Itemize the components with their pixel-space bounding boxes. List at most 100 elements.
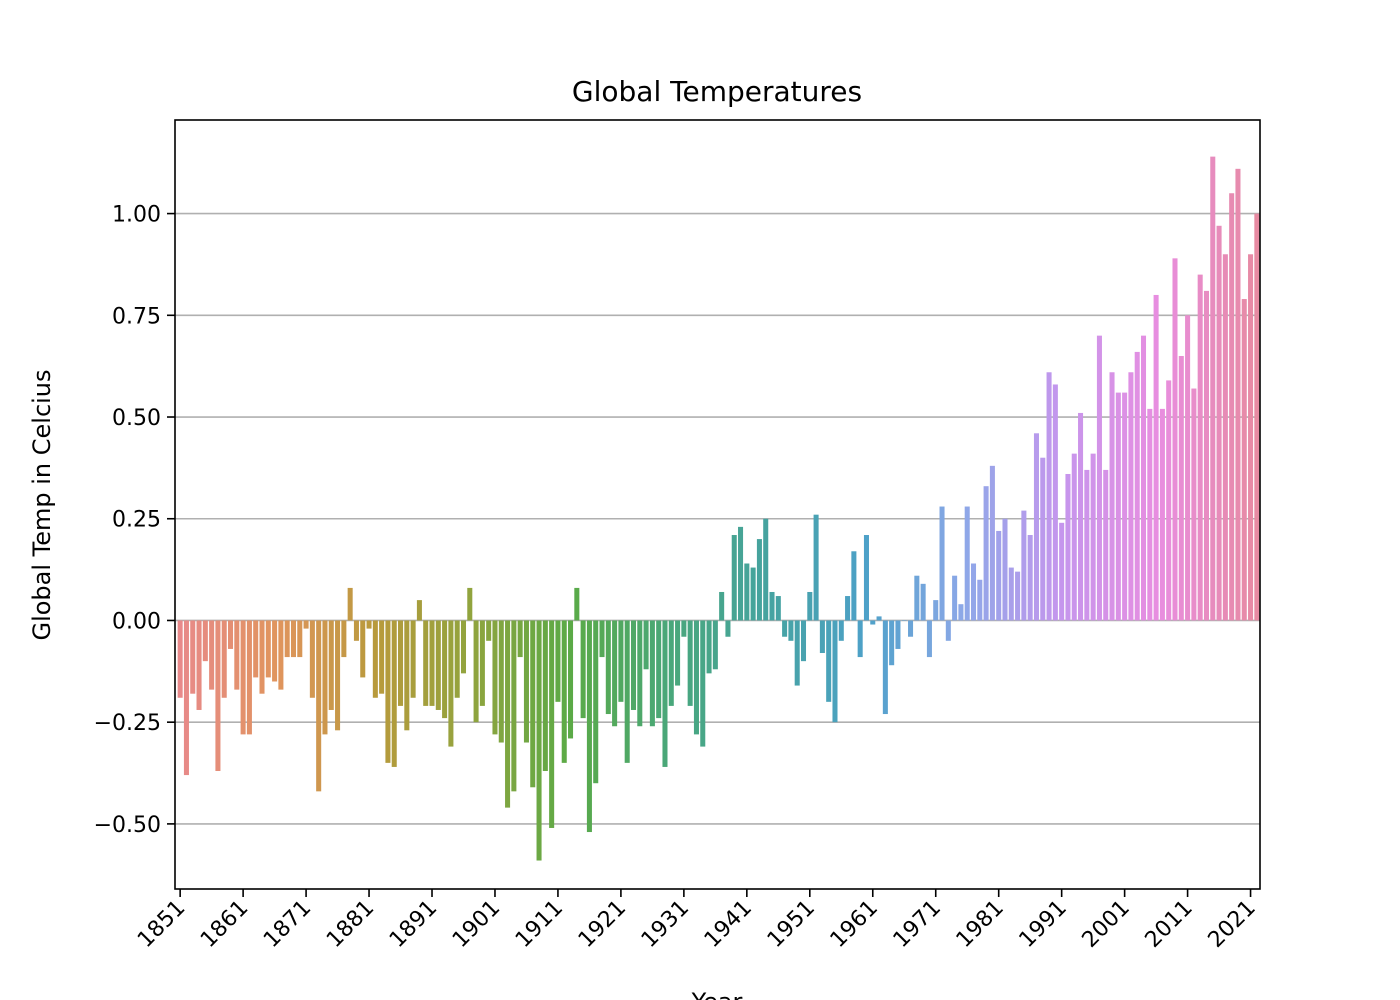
bar <box>404 620 410 731</box>
bar <box>1008 567 1014 621</box>
bar <box>618 620 624 702</box>
x-tick-label: 2001 <box>1078 896 1135 953</box>
bar <box>1197 274 1203 621</box>
bar <box>599 620 605 658</box>
bar <box>190 620 196 694</box>
bar <box>958 604 964 621</box>
bar <box>1046 372 1052 621</box>
bar <box>769 591 775 621</box>
bar <box>813 514 819 621</box>
bar <box>1128 372 1134 621</box>
bar <box>1134 351 1140 621</box>
bar <box>681 620 687 637</box>
bar <box>1021 510 1027 621</box>
bar <box>1084 469 1090 621</box>
bar <box>700 620 706 747</box>
x-tick-label: 1921 <box>574 896 631 953</box>
bar <box>1015 571 1021 621</box>
bar <box>328 620 334 710</box>
bar <box>360 620 366 678</box>
bar <box>687 620 693 706</box>
y-tick-label: 0.50 <box>112 406 161 431</box>
bar <box>511 620 517 792</box>
bar <box>322 620 328 735</box>
x-tick-label: 1931 <box>637 896 694 953</box>
bar <box>1241 299 1247 621</box>
y-tick-label: 0.25 <box>112 508 161 533</box>
bar <box>1033 433 1039 621</box>
bar <box>794 620 800 686</box>
bars <box>177 156 1260 861</box>
bar <box>460 620 467 674</box>
bar <box>335 620 341 731</box>
x-tick-label: 1941 <box>700 896 757 953</box>
x-tick-label: 1981 <box>952 896 1009 953</box>
bar <box>454 620 460 698</box>
x-tick-label: 1851 <box>133 896 190 953</box>
bar <box>775 596 781 621</box>
bar <box>832 620 838 723</box>
bar <box>744 563 750 621</box>
bar <box>467 587 473 621</box>
bar <box>1153 294 1159 621</box>
bar <box>668 620 674 706</box>
bar <box>580 620 586 719</box>
bar <box>1115 392 1121 621</box>
bar <box>284 620 290 658</box>
bar <box>429 620 435 706</box>
x-axis-label: Year <box>691 988 743 1000</box>
bar <box>926 620 932 658</box>
bar <box>228 620 234 649</box>
bar <box>297 620 303 658</box>
bar <box>630 620 637 710</box>
bar <box>536 620 542 861</box>
y-tick-label: −0.50 <box>94 813 161 838</box>
bar <box>410 620 416 698</box>
bar <box>259 620 265 694</box>
bar <box>486 620 492 641</box>
bar <box>1109 372 1115 621</box>
bar <box>1235 168 1241 621</box>
bar <box>347 587 353 621</box>
bar <box>309 620 315 698</box>
bar <box>1229 193 1235 621</box>
plot-frame <box>174 119 1261 890</box>
bar <box>1254 213 1260 621</box>
bar <box>857 620 863 658</box>
bar <box>561 620 567 763</box>
x-tick-label: 1911 <box>511 896 568 953</box>
bar <box>246 620 252 735</box>
bar <box>1216 225 1222 621</box>
bar <box>895 620 901 649</box>
bar <box>788 620 794 641</box>
bar <box>542 620 548 772</box>
x-tick-label: 1971 <box>889 896 946 953</box>
bar <box>845 596 851 621</box>
bar <box>870 620 876 625</box>
bar <box>568 620 574 739</box>
bar <box>763 518 769 621</box>
bar <box>882 620 888 715</box>
bar <box>391 620 397 767</box>
bar <box>1172 258 1178 621</box>
bar <box>498 620 504 743</box>
bar <box>612 620 618 727</box>
bar <box>372 620 378 698</box>
bar <box>933 600 939 621</box>
bar <box>549 620 555 828</box>
bar <box>1159 408 1165 621</box>
bar <box>712 620 718 670</box>
bar <box>196 620 202 710</box>
bar <box>1071 453 1077 621</box>
bar <box>750 567 756 621</box>
bar <box>939 506 945 621</box>
bar <box>964 506 970 621</box>
bar <box>290 620 297 658</box>
bar <box>605 620 611 715</box>
bar <box>1090 453 1096 621</box>
bar <box>1096 335 1102 621</box>
bar <box>826 620 832 702</box>
bar <box>1203 290 1209 621</box>
y-tick-label: 0.75 <box>112 304 161 329</box>
